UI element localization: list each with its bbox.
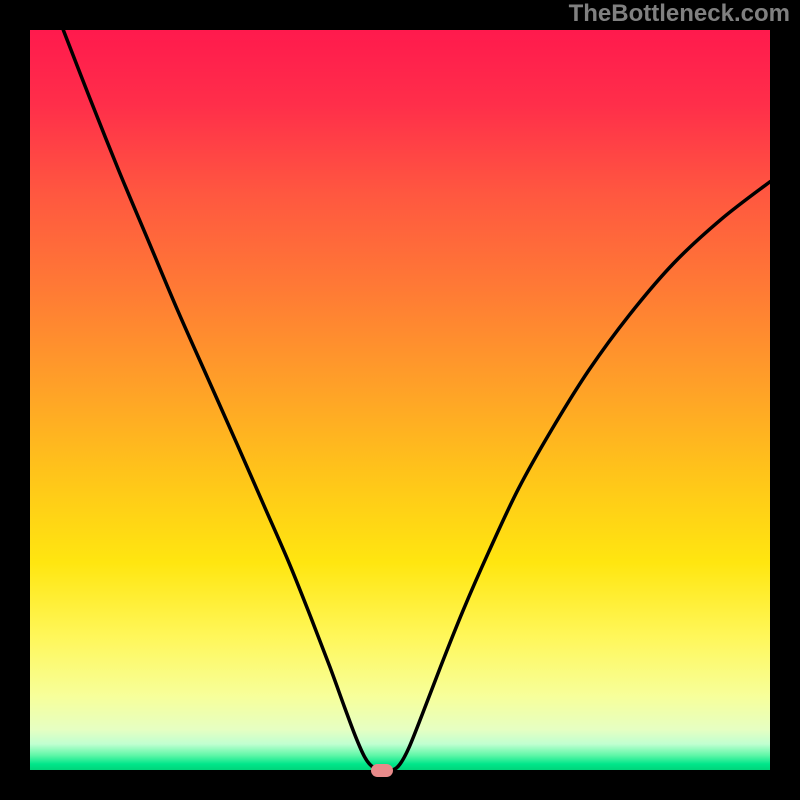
chart-container: TheBottleneck.com	[0, 0, 800, 800]
curve-layer	[30, 30, 770, 770]
plot-area	[30, 30, 770, 770]
minimum-marker	[371, 764, 393, 777]
bottleneck-curve	[63, 30, 770, 771]
watermark-text: TheBottleneck.com	[569, 0, 790, 28]
